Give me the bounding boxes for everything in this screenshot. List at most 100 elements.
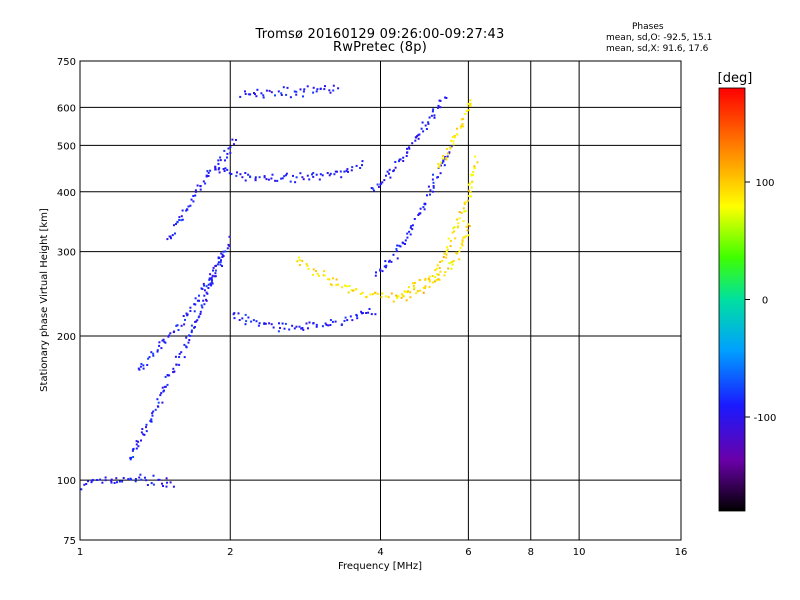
echo-point — [404, 243, 406, 245]
echo-point — [185, 312, 188, 315]
echo-point — [189, 306, 192, 309]
echo-point — [333, 173, 336, 176]
echo-point — [463, 236, 466, 239]
echo-point — [450, 145, 453, 148]
echo-point — [192, 195, 195, 197]
echo-point — [409, 296, 412, 299]
echo-point — [394, 161, 397, 163]
echo-point — [173, 224, 175, 227]
echo-point — [442, 155, 444, 157]
echo-point — [424, 285, 427, 288]
echo-point — [231, 138, 234, 141]
echo-point — [422, 291, 425, 294]
echo-point — [292, 174, 294, 177]
echo-point — [398, 160, 400, 163]
echo-point — [178, 216, 181, 219]
echo-point — [462, 236, 465, 239]
echo-point — [450, 261, 453, 264]
echo-point — [396, 257, 399, 260]
echo-point — [470, 186, 473, 189]
echo-point — [388, 168, 391, 171]
echo-point — [139, 365, 142, 368]
echo-point — [236, 171, 238, 174]
echo-point — [204, 182, 207, 185]
echo-point — [184, 318, 186, 321]
echo-point — [419, 289, 422, 292]
echo-point — [416, 135, 418, 138]
echo-point — [437, 166, 440, 169]
echo-point — [462, 117, 465, 120]
echo-point — [402, 242, 405, 245]
echo-point — [172, 331, 175, 334]
echo-point — [332, 89, 335, 92]
echo-point — [302, 328, 305, 331]
echo-point — [194, 190, 197, 193]
echo-point — [183, 356, 186, 359]
echo-point — [321, 325, 324, 328]
echo-point — [376, 292, 379, 295]
echo-point — [453, 226, 456, 229]
echo-point — [446, 248, 449, 251]
echo-point — [140, 431, 143, 434]
echo-point — [414, 139, 417, 142]
echo-point — [318, 274, 320, 277]
echo-point — [217, 168, 220, 171]
echo-point — [467, 102, 470, 105]
echo-point — [467, 223, 470, 226]
echo-point — [202, 282, 205, 285]
echo-point — [129, 456, 132, 459]
echo-point — [415, 136, 417, 139]
echo-point — [301, 259, 304, 262]
echo-point — [303, 88, 306, 91]
echo-point — [453, 230, 456, 233]
echo-point — [157, 478, 160, 481]
echo-point — [229, 151, 232, 154]
echo-point — [301, 327, 304, 329]
echo-point — [351, 319, 354, 322]
echo-point — [336, 170, 338, 173]
echo-point — [209, 273, 212, 276]
echo-point — [456, 133, 458, 136]
echo-point — [214, 168, 217, 171]
echo-point — [281, 177, 284, 180]
echo-point — [411, 142, 414, 145]
echo-point — [312, 91, 315, 94]
echo-point — [262, 96, 265, 99]
echo-point — [472, 171, 475, 174]
echo-point — [469, 191, 472, 194]
echo-point — [145, 479, 148, 482]
echo-point — [444, 155, 447, 158]
echo-point — [226, 156, 228, 159]
echo-point — [151, 412, 154, 415]
echo-point — [388, 172, 390, 175]
echo-point — [146, 484, 149, 486]
echo-point — [467, 183, 470, 186]
echo-point — [244, 172, 247, 174]
echo-point — [441, 259, 444, 262]
echo-point — [295, 176, 298, 179]
colorbar-tick-label: 0 — [762, 296, 768, 307]
echo-point — [264, 322, 267, 325]
echo-point — [461, 239, 464, 242]
echo-point — [467, 189, 470, 192]
echo-point — [456, 226, 459, 229]
echo-point — [166, 383, 169, 386]
echo-point — [188, 339, 191, 341]
echo-point — [445, 148, 448, 151]
echo-point — [442, 256, 445, 259]
echo-point — [351, 166, 354, 169]
echo-point — [332, 84, 335, 87]
echo-point — [453, 135, 456, 137]
echo-point — [190, 331, 193, 334]
x-axis-label: Frequency [MHz] — [338, 561, 422, 572]
echo-point — [159, 394, 162, 397]
echo-point — [350, 169, 353, 172]
echo-point — [167, 335, 170, 338]
echo-point — [190, 324, 193, 327]
echo-point — [395, 250, 398, 253]
echo-point — [152, 352, 155, 355]
echo-point — [466, 229, 469, 232]
echo-point — [406, 236, 409, 239]
echo-point — [187, 341, 190, 344]
y-tick-label: 500 — [57, 141, 76, 152]
